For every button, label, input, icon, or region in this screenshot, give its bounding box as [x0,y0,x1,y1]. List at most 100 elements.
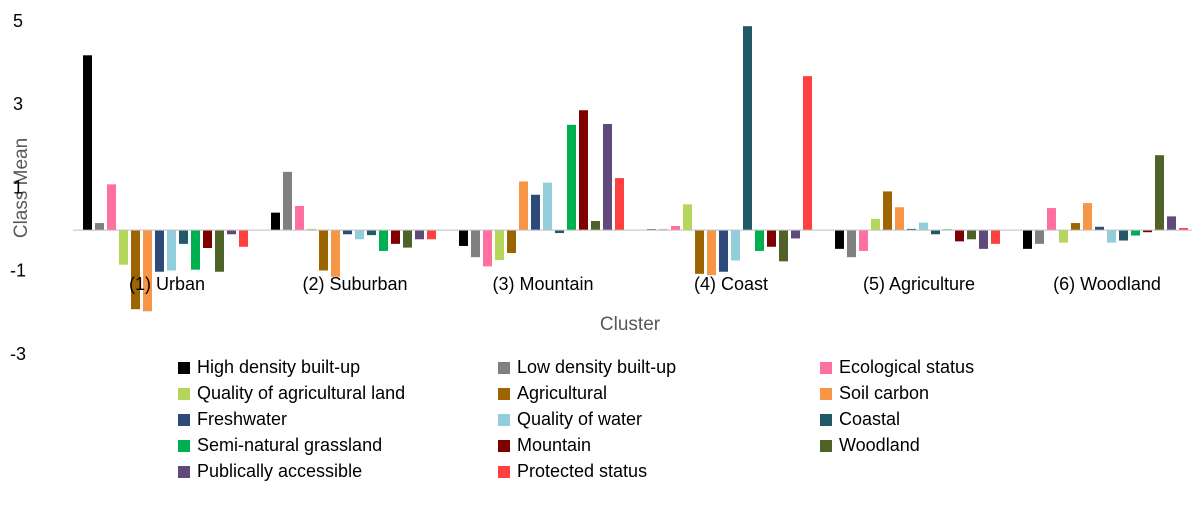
bar [379,230,388,251]
bar [567,124,576,231]
bar [1131,230,1140,236]
legend-label: High density built-up [197,357,360,377]
legend-swatch [820,388,832,400]
bar [107,184,116,231]
bar [355,230,364,240]
bar [1047,208,1056,231]
bar [343,230,352,235]
legend-swatch [178,388,190,400]
bar [307,228,316,231]
x-tick-label: (1) Urban [129,274,205,294]
legend-label: Freshwater [197,409,287,429]
bar [507,230,516,254]
bar [779,230,788,262]
legend-swatch [498,466,510,478]
bar [83,55,92,231]
legend-label: Coastal [839,409,900,429]
legend-swatch [498,440,510,452]
x-axis-title: Cluster [600,314,661,335]
y-tick-label: 1 [13,177,23,197]
bar [191,230,200,270]
y-tick-label: -1 [10,261,26,281]
bar [227,230,236,235]
legend-swatch [820,414,832,426]
bar [1179,228,1188,231]
bar [495,230,504,261]
bar [391,230,400,244]
bar [119,230,128,265]
bar [1071,223,1080,231]
legend-swatch [178,440,190,452]
legend-label: Mountain [517,435,591,455]
y-tick-label: 3 [13,94,23,114]
bar [1107,230,1116,243]
bar [603,123,612,231]
bar [731,230,740,261]
bar [1035,230,1044,244]
bar [803,76,812,231]
bar [955,230,964,242]
legend-label: Ecological status [839,357,974,377]
legend-label: Woodland [839,435,920,455]
y-tick-label: -3 [10,344,26,364]
bar [683,204,692,231]
bar [1083,203,1092,231]
bar [755,230,764,251]
bar [295,205,304,231]
bar [931,230,940,235]
bar [719,230,728,272]
bar [671,225,680,231]
bar [847,230,856,258]
legend-swatch [820,362,832,374]
y-axis-title: Class Mean [11,138,32,238]
legend-label: Soil carbon [839,383,929,403]
bar [707,230,716,276]
legend-label: Semi-natural grassland [197,435,382,455]
x-tick-label: (5) Agriculture [863,274,975,294]
bar [367,230,376,236]
bar [543,182,552,231]
bar [283,171,292,231]
bar [591,220,600,231]
legend-swatch [498,362,510,374]
legend-label: Protected status [517,461,647,481]
bar [967,230,976,240]
bar [143,230,152,312]
legend-swatch [178,362,190,374]
bar [319,230,328,271]
bar [871,218,880,231]
bar [1167,216,1176,231]
bar [459,230,468,246]
bar [239,230,248,247]
bar [791,230,800,239]
bar [555,230,564,234]
bar [131,230,140,310]
bar [979,230,988,249]
bar [331,230,340,277]
bar [1155,155,1164,231]
bar [1143,230,1152,233]
legend-swatch [820,440,832,452]
bar [1119,230,1128,241]
x-tick-label: (4) Coast [694,274,768,294]
bar [95,223,104,231]
bar [883,191,892,231]
bar [203,230,212,249]
bar [1095,226,1104,231]
bar [859,230,868,251]
bar [767,230,776,247]
bar [907,228,916,231]
bar [579,110,588,231]
bar [271,212,280,231]
bar [215,230,224,272]
bar [531,194,540,231]
legend-label: Low density built-up [517,357,676,377]
bar [427,230,436,240]
legend-label: Quality of agricultural land [197,383,405,403]
bar [1059,230,1068,243]
x-tick-label: (6) Woodland [1053,274,1161,294]
legend-swatch [178,466,190,478]
bar [179,230,188,244]
bar [167,230,176,271]
